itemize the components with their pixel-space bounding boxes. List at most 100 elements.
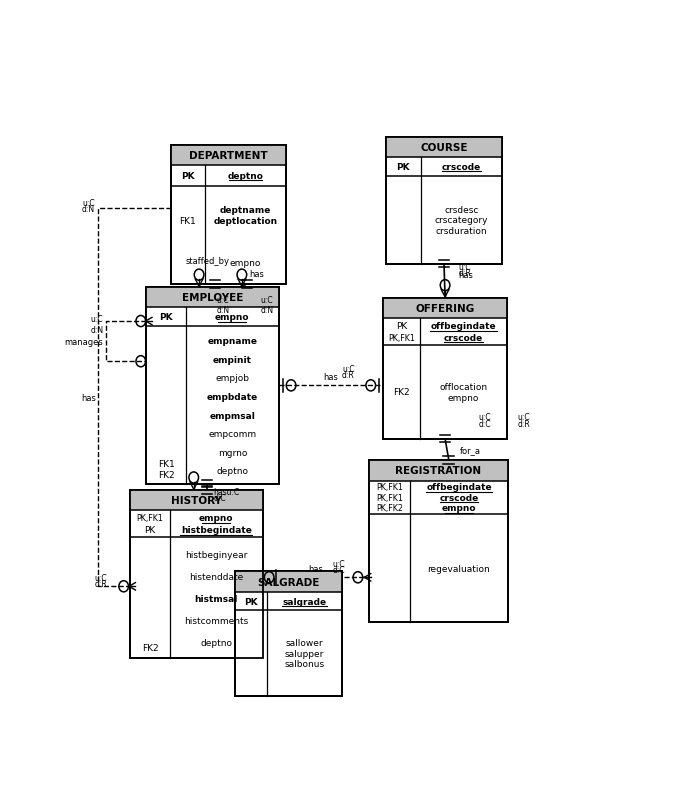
Bar [386,138,502,264]
Text: empno: empno [442,504,476,512]
Text: salgrade: salgrade [282,597,326,606]
Text: EMPLOYEE: EMPLOYEE [181,293,243,303]
Bar [146,288,279,484]
Text: has: has [81,393,96,403]
Text: PK: PK [181,172,195,180]
Text: u:C
d:N: u:C d:N [260,295,273,314]
Text: d:R: d:R [518,419,530,428]
Text: empbdate: empbdate [207,392,258,402]
Text: deptno: deptno [228,172,264,180]
Text: empmsal: empmsal [209,411,255,420]
Text: FK1
FK2: FK1 FK2 [157,460,175,479]
Bar [130,490,263,658]
Text: FK2: FK2 [141,642,158,652]
Text: d:C: d:C [213,493,226,502]
Text: histmsal: histmsal [195,594,238,604]
Text: hasu:C: hasu:C [213,487,239,496]
Text: u:C
d:N: u:C d:N [90,315,104,334]
Text: u:C: u:C [518,413,530,422]
Text: PK: PK [396,322,407,330]
Text: histenddate: histenddate [189,573,244,581]
Bar [368,460,508,622]
Text: empno: empno [230,258,261,268]
Text: d:R: d:R [95,579,107,588]
Bar [368,460,508,622]
Bar [130,490,263,658]
Text: d:R: d:R [458,269,471,278]
Text: OFFERING: OFFERING [415,303,475,314]
Bar [383,298,507,439]
Bar [146,288,279,484]
Text: u:C: u:C [82,198,95,207]
Text: histcomments: histcomments [184,617,248,626]
Text: d:N: d:N [82,205,95,213]
Bar [368,460,508,481]
Text: PK,FK1: PK,FK1 [388,334,415,342]
Text: regevaluation: regevaluation [428,564,491,573]
Text: PK,FK1: PK,FK1 [376,483,403,492]
Bar [170,146,286,285]
Text: DEPARTMENT: DEPARTMENT [189,151,268,161]
Bar [383,298,507,318]
Text: u:C: u:C [478,413,491,422]
Text: u:C: u:C [342,364,355,373]
Text: FK2: FK2 [393,388,410,397]
Text: histbeginyear: histbeginyear [185,551,248,560]
Text: has: has [458,270,473,280]
Text: crscode: crscode [440,493,479,502]
Text: COURSE: COURSE [420,143,468,153]
Text: manages: manages [65,337,104,346]
Text: empcomm: empcomm [208,430,257,439]
Text: mgrno: mgrno [217,448,247,457]
Text: empjob: empjob [215,374,249,383]
Text: empname: empname [207,337,257,346]
Text: PK,FK2: PK,FK2 [376,504,403,512]
Text: histbegindate: histbegindate [181,525,252,535]
Text: has: has [324,372,338,381]
Bar [235,572,342,696]
Text: u:C: u:C [95,573,107,581]
Text: staffed_by: staffed_by [186,257,230,266]
Text: deptno: deptno [217,467,248,476]
Text: d:C: d:C [333,565,346,575]
Text: sallower
salupper
salbonus: sallower salupper salbonus [284,638,324,668]
Text: PK,FK1: PK,FK1 [376,493,403,502]
Text: offlocation
empno: offlocation empno [440,383,488,402]
Text: PK: PK [159,313,173,322]
Bar [146,288,279,308]
Bar [170,146,286,166]
Text: has: has [308,564,323,573]
Bar [386,138,502,158]
Bar [386,138,502,264]
Bar [235,572,342,696]
Text: crscode: crscode [444,334,483,342]
Text: PK,FK1: PK,FK1 [137,514,164,523]
Text: d:C: d:C [478,419,491,428]
Text: for_a: for_a [460,445,480,454]
Text: u:C: u:C [333,560,346,569]
Text: PK: PK [396,163,410,172]
Text: crscode: crscode [442,163,481,172]
Text: PK: PK [144,525,156,535]
Text: deptno: deptno [200,638,233,647]
Bar [170,146,286,285]
Text: PK: PK [244,597,258,606]
Text: empno: empno [199,514,233,523]
Bar [383,298,507,439]
Bar [235,572,342,592]
Text: offbegindate: offbegindate [431,322,497,330]
Text: u:C: u:C [458,263,471,272]
Text: SALGRADE: SALGRADE [257,577,319,587]
Text: FK1: FK1 [179,217,197,225]
Text: u:C
d:N: u:C d:N [217,295,230,314]
Bar [130,490,263,511]
Text: HISTORY: HISTORY [171,496,222,505]
Text: deptname
deptlocation: deptname deptlocation [213,206,277,225]
Text: REGISTRATION: REGISTRATION [395,466,481,476]
Text: empno: empno [215,313,250,322]
Text: offbegindate: offbegindate [426,483,492,492]
Text: crsdesc
crscategory
crsduration: crsdesc crscategory crsduration [435,205,489,235]
Text: empinit: empinit [213,355,252,364]
Text: d:R: d:R [342,371,355,379]
Text: has: has [250,269,264,278]
